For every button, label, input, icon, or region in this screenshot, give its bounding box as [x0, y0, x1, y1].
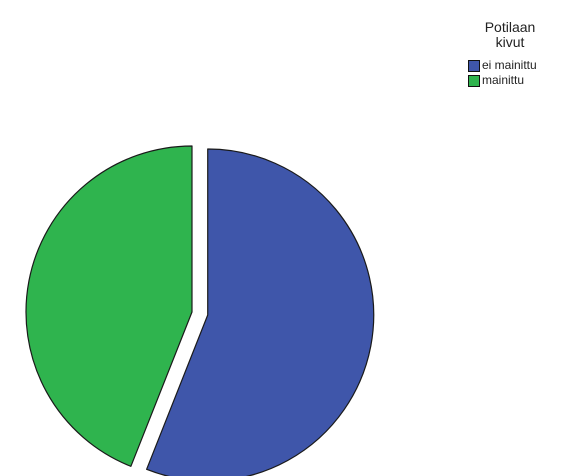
legend-title-line-2: kivut: [495, 34, 525, 50]
legend-swatch-ei-mainittu: [468, 59, 480, 72]
pie-slice-mainittu: [25, 145, 193, 467]
pie-slices: [25, 145, 375, 476]
legend-swatch-mainittu: [468, 74, 480, 87]
legend: Potilaan kivut ei mainittu mainittu: [466, 20, 566, 88]
legend-label-ei-mainittu: ei mainittu: [482, 58, 537, 72]
legend-title-line-1: Potilaan: [484, 19, 536, 35]
legend-title: Potilaan kivut: [454, 20, 566, 50]
legend-item-ei-mainittu: ei mainittu: [468, 58, 566, 73]
pie-slice-ei-mainittu: [146, 148, 375, 476]
legend-label-mainittu: mainittu: [482, 73, 525, 87]
legend-item-mainittu: mainittu: [468, 73, 566, 88]
